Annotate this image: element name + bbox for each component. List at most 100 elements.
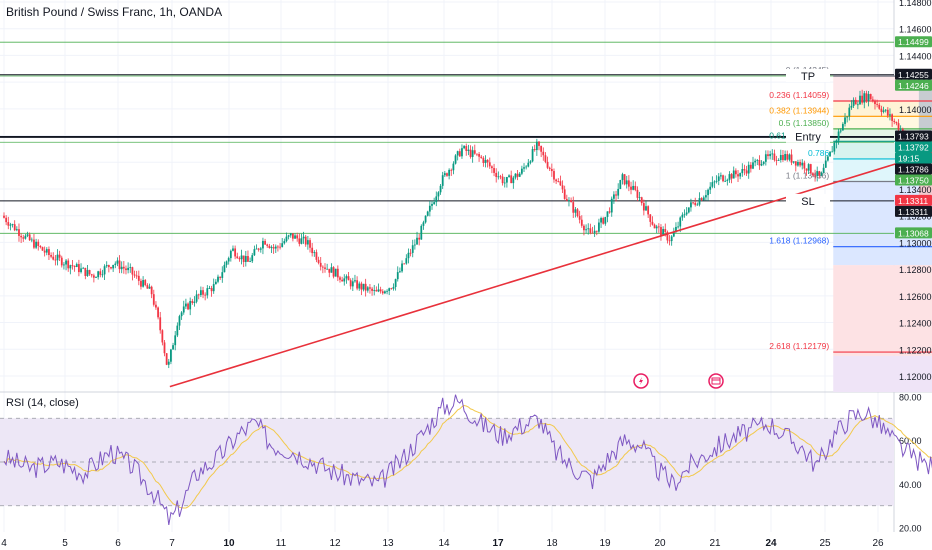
rsi-pane: 80.00 60.00 40.00 20.00 <box>0 392 932 534</box>
price-label-text: 1.13068 <box>898 228 929 238</box>
candle-body <box>379 289 382 292</box>
candle-body <box>214 281 217 285</box>
calendar-icon[interactable] <box>708 373 724 389</box>
candle-body <box>431 203 433 206</box>
price-tick-label: 1.12400 <box>899 319 932 329</box>
time-tick-label: 25 <box>819 538 831 549</box>
candle-body <box>531 149 534 162</box>
candle-body <box>330 267 333 273</box>
line-label-tp: TP <box>801 71 815 83</box>
candle-body <box>187 303 189 310</box>
candle-body <box>792 161 795 163</box>
time-tick-label: 6 <box>115 538 121 549</box>
lightning-icon[interactable] <box>633 373 649 389</box>
candle-body <box>692 202 694 204</box>
candle-body <box>846 116 849 118</box>
candle-body <box>140 280 142 287</box>
candle-body <box>818 171 821 176</box>
candle-body <box>456 151 459 156</box>
price-tick-label: 1.12800 <box>899 265 932 275</box>
candle-body <box>122 266 125 269</box>
candle-body <box>510 175 513 184</box>
candle-body <box>613 194 615 199</box>
candle-body <box>238 258 241 260</box>
candle-body <box>488 162 491 167</box>
price-label-text: 1.13750 <box>898 175 929 185</box>
fib-level-label: 2.618 (1.12179) <box>769 341 829 351</box>
candle-body <box>159 317 162 331</box>
candle-body <box>63 264 65 266</box>
candle-body <box>180 312 183 317</box>
time-tick-label: 14 <box>438 538 450 549</box>
candle-body <box>595 230 598 232</box>
candle-body <box>439 185 442 193</box>
candle-body <box>146 285 149 289</box>
candle-body <box>298 238 301 244</box>
candle-body <box>458 151 461 157</box>
candle-body <box>827 156 829 161</box>
candle-body <box>647 206 650 215</box>
candle-body <box>191 301 194 303</box>
candle-body <box>506 177 508 183</box>
candle-body <box>262 240 264 249</box>
candle-body <box>24 235 27 239</box>
candle-body <box>401 263 403 272</box>
candle-body <box>221 272 224 278</box>
candle-body <box>107 265 110 268</box>
candle-body <box>878 104 881 109</box>
line-label-bg <box>786 129 830 143</box>
candle-body <box>662 229 665 236</box>
candle-body <box>371 288 373 291</box>
candle-body <box>797 161 799 166</box>
price-label-box <box>895 68 932 80</box>
candle-body <box>358 283 361 289</box>
candle-body <box>95 277 97 278</box>
candle-body <box>5 217 8 223</box>
candle-body <box>527 162 530 167</box>
candle-body <box>43 250 46 253</box>
candle-body <box>413 244 416 246</box>
candle-body <box>518 173 521 177</box>
candle-body <box>396 272 399 280</box>
candle-body <box>598 222 600 232</box>
candle-body <box>889 114 891 116</box>
candle-body <box>657 226 660 228</box>
candle-body <box>705 195 707 198</box>
candle-body <box>814 175 816 177</box>
candle-body <box>326 268 329 270</box>
candle-body <box>874 100 876 105</box>
candle-body <box>632 185 635 190</box>
candle-body <box>137 275 140 281</box>
time-tick-label: 20 <box>654 538 666 549</box>
price-label-box <box>895 36 932 48</box>
candle-body <box>762 161 765 164</box>
candle-body <box>546 161 549 168</box>
candle-body <box>315 252 318 260</box>
price-tick-label: 1.13000 <box>899 238 932 248</box>
candle-body <box>600 218 602 223</box>
time-tick-label: 4 <box>1 538 7 549</box>
candle-body <box>409 252 412 254</box>
candle-body <box>92 275 95 278</box>
candle-body <box>22 237 25 239</box>
candle-body <box>535 141 538 151</box>
candle-body <box>482 157 485 163</box>
candle-body <box>585 229 587 231</box>
candle-body <box>525 166 528 168</box>
candle-body <box>700 198 703 201</box>
candle-body <box>625 180 628 185</box>
price-label-text: 1.13786 <box>898 164 929 174</box>
candle-body <box>886 109 889 116</box>
candle-body <box>199 290 202 296</box>
candle-body <box>471 150 474 157</box>
line-label-sl: SL <box>801 196 814 208</box>
candle-body <box>99 271 102 275</box>
candle-body <box>193 301 196 303</box>
candle-body <box>289 233 292 236</box>
candle-body <box>377 289 380 292</box>
candle-body <box>373 289 376 291</box>
candle-body <box>178 316 181 326</box>
candle-body <box>189 301 192 310</box>
